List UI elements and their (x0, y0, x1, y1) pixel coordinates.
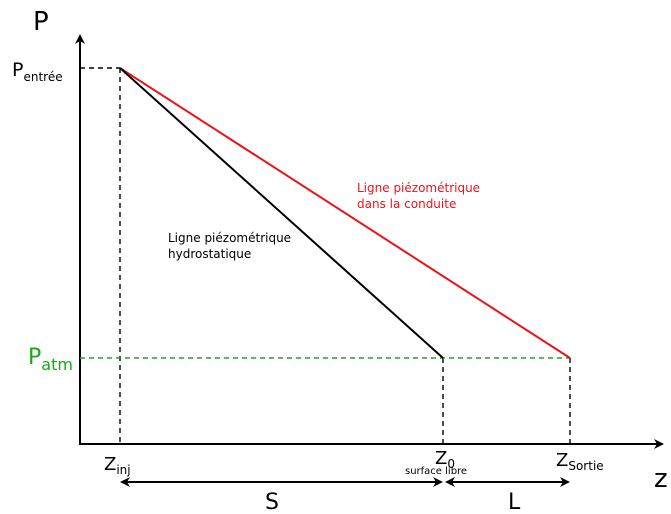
z-inj-sub: inj (116, 463, 130, 477)
dimension-s-label: S (265, 490, 279, 514)
z-inj-label: Zinj (104, 454, 131, 477)
x-axis-label: z (654, 464, 668, 494)
p-entree-main: P (12, 59, 23, 81)
z0-main: Z (435, 448, 447, 469)
hydrostatic-piezometric-line (119, 67, 444, 359)
z-sortie-label: ZSortie (556, 450, 604, 473)
conduite-caption-1: Ligne piézométrique (357, 181, 480, 195)
conduite-caption-2: dans la conduite (357, 197, 456, 211)
p-entree-sub: entrée (23, 70, 62, 84)
hydro-caption-1: Ligne piézométrique (168, 231, 291, 245)
z-sortie-sub: Sortie (568, 459, 603, 473)
p-entree-label: Pentrée (12, 59, 63, 84)
conduite-piezometric-line (119, 67, 571, 359)
z0-label: Z0 (435, 448, 455, 471)
dimension-l-label: L (508, 490, 521, 514)
p-atm-main: P (28, 345, 41, 370)
z-inj-main: Z (104, 454, 116, 475)
z0-note: surface libre (405, 466, 467, 477)
p-atm-label: Patm (28, 345, 73, 374)
hydro-caption-2: hydrostatique (168, 247, 251, 261)
y-axis-label: P (33, 7, 49, 37)
z-sortie-main: Z (556, 450, 568, 471)
p-atm-sub: atm (41, 355, 73, 374)
z0-sub: 0 (447, 457, 455, 471)
